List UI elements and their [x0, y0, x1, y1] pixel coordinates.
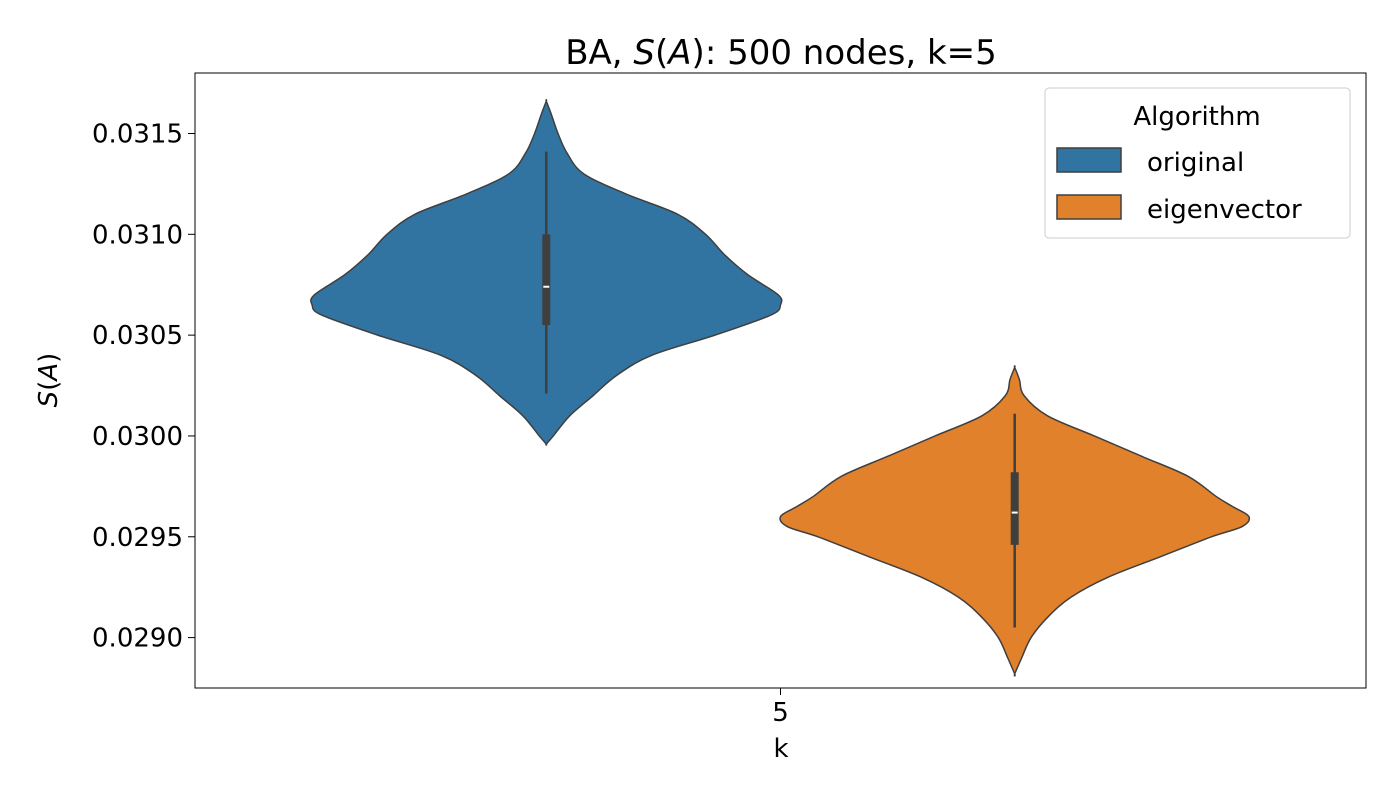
chart-title-paren-close: ) [692, 33, 705, 73]
y-axis-title-symbol: S [34, 391, 64, 408]
y-tick-label: 0.0295 [92, 523, 183, 553]
iqr-box-eigenvector [1010, 472, 1019, 545]
y-tick-label: 0.0305 [92, 321, 183, 351]
legend-swatch-original [1056, 147, 1122, 173]
y-tick-label: 0.0310 [92, 220, 183, 250]
y-axis-title-paren-open: ( [34, 381, 64, 391]
legend-label-original: original [1147, 148, 1244, 178]
y-axis-title-arg: A [34, 363, 64, 383]
y-tick-label: 0.0315 [92, 119, 183, 149]
violins-layer [310, 98, 1251, 677]
y-tick-label: 0.0300 [92, 422, 183, 452]
x-tick-label: 5 [772, 698, 789, 728]
chart-title: BA, S(A): 500 nodes, k=5 [565, 33, 997, 73]
legend-swatch-eigenvector [1056, 194, 1122, 220]
legend-title: Algorithm [1133, 102, 1260, 132]
chart-title-suffix: : 500 nodes, k=5 [705, 33, 997, 73]
chart-title-arg: A [666, 33, 691, 73]
x-axis-title: k [773, 734, 788, 764]
chart-title-symbol: S [633, 33, 655, 73]
y-axis-title: S(A) [34, 353, 64, 408]
y-axis: 0.0290 0.0295 0.0300 0.0305 0.0310 0.0315 [92, 119, 195, 654]
legend: Algorithm original eigenvector [1044, 87, 1351, 239]
iqr-box-original [542, 234, 551, 326]
y-tick-label: 0.0290 [92, 624, 183, 654]
plot-frame [194, 72, 1367, 689]
x-axis: 5 [772, 688, 789, 728]
y-axis-title-paren-close: ) [34, 353, 64, 363]
chart-title-prefix: BA, [565, 33, 633, 73]
chart-title-paren-open: ( [655, 33, 668, 73]
legend-label-eigenvector: eigenvector [1147, 195, 1302, 225]
